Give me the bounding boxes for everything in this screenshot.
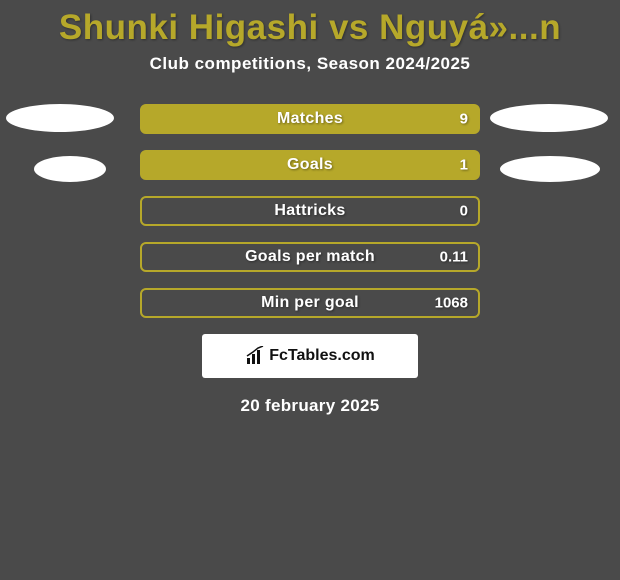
page-title: Shunki Higashi vs Nguyá»...n [0,0,620,54]
stat-row-min-per-goal: Min per goal 1068 [140,288,480,318]
decor-oval-left-2 [34,156,106,182]
stats-area: Matches 9 Goals 1 Hattricks 0 Goals per … [0,104,620,416]
stat-value: 9 [460,111,468,128]
attribution-link[interactable]: FcTables.com [202,334,418,378]
decor-oval-right-1 [490,104,608,132]
stat-label: Hattricks [274,202,345,220]
page-subtitle: Club competitions, Season 2024/2025 [0,54,620,104]
stat-row-matches: Matches 9 [140,104,480,134]
date-text: 20 february 2025 [0,396,620,416]
decor-oval-left-1 [6,104,114,132]
stat-value: 0.11 [440,249,468,266]
stat-label: Matches [277,110,343,128]
attribution-text: FcTables.com [269,347,375,365]
stat-row-goals: Goals 1 [140,150,480,180]
stat-value: 1068 [435,295,468,312]
page-root: Shunki Higashi vs Nguyá»...n Club compet… [0,0,620,580]
stat-row-goals-per-match: Goals per match 0.11 [140,242,480,272]
chart-icon [245,346,265,366]
stat-value: 0 [460,203,468,220]
stat-row-hattricks: Hattricks 0 [140,196,480,226]
stat-label: Goals [287,156,333,174]
stat-label: Goals per match [245,248,375,266]
decor-oval-right-2 [500,156,600,182]
stat-value: 1 [460,157,468,174]
stat-label: Min per goal [261,294,359,312]
